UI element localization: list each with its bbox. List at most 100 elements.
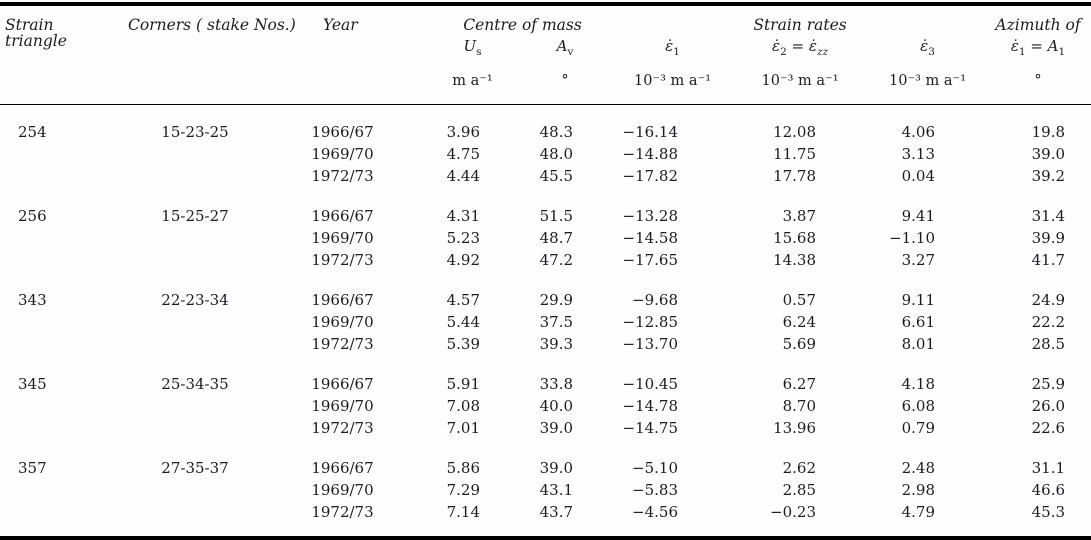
cell-year: 1966/67 xyxy=(311,123,374,141)
cell-e3: 0.79 xyxy=(901,419,936,437)
cell-e3: 8.01 xyxy=(901,335,936,353)
header-row-main: Strain triangle Corners ( stake Nos.) Ye… xyxy=(0,4,1091,48)
table-row: 1972/73 7.14 43.7 −4.56 −0.23 4.79 45.3 xyxy=(0,502,1091,538)
cell-av: 48.3 xyxy=(539,123,574,141)
cell-e3: 3.27 xyxy=(901,251,936,269)
unit-us: m a⁻¹ xyxy=(452,73,493,90)
header-symbol-e3: ε̇3 xyxy=(920,37,935,58)
cell-e1: −14.78 xyxy=(622,397,679,415)
cell-e3: −1.10 xyxy=(889,229,936,247)
cell-triangle xyxy=(0,480,120,502)
cell-e1: −14.75 xyxy=(622,419,679,437)
unit-e2: 10⁻³ m a⁻¹ xyxy=(761,73,839,90)
header-strain-triangle: Strain triangle xyxy=(5,16,67,50)
cell-triangle xyxy=(0,502,120,538)
cell-corners: 15-23-25 xyxy=(161,123,229,141)
cell-az: 41.7 xyxy=(1031,251,1066,269)
cell-az: 22.6 xyxy=(1031,419,1066,437)
cell-e1: −17.65 xyxy=(622,251,679,269)
cell-e3: 2.98 xyxy=(901,481,936,499)
cell-us: 4.57 xyxy=(446,291,480,309)
cell-e2: 2.62 xyxy=(782,459,817,477)
cell-us: 4.92 xyxy=(446,251,480,269)
table-row: 1969/70 7.29 43.1 −5.83 2.85 2.98 46.6 xyxy=(0,480,1091,502)
cell-e1: −13.70 xyxy=(622,335,679,353)
table-row: 1972/73 4.44 45.5 −17.82 17.78 0.04 39.2 xyxy=(0,166,1091,188)
cell-corners: 22-23-34 xyxy=(161,291,229,309)
header-corners: Corners ( stake Nos.) xyxy=(128,16,296,34)
cell-corners xyxy=(120,418,300,440)
cell-e2: 13.96 xyxy=(773,419,817,437)
cell-triangle xyxy=(0,250,120,272)
cell-corners: 15-25-27 xyxy=(161,207,229,225)
cell-av: 29.9 xyxy=(539,291,574,309)
table-body: 254 15-23-25 1966/67 3.96 48.3 −16.14 12.08 4.0… xyxy=(0,104,1091,538)
cell-az: 31.1 xyxy=(1031,459,1066,477)
cell-az: 39.9 xyxy=(1031,229,1066,247)
cell-triangle xyxy=(0,228,120,250)
table-row: 1969/70 5.44 37.5 −12.85 6.24 6.61 22.2 xyxy=(0,312,1091,334)
cell-triangle xyxy=(0,312,120,334)
cell-year: 1969/70 xyxy=(311,145,374,163)
cell-e3: 0.04 xyxy=(901,167,936,185)
cell-av: 47.2 xyxy=(539,251,574,269)
cell-year: 1966/67 xyxy=(311,459,374,477)
table-row: 1969/70 7.08 40.0 −14.78 8.70 6.08 26.0 xyxy=(0,396,1091,418)
cell-e2: 3.87 xyxy=(782,207,817,225)
cell-e3: 9.11 xyxy=(901,291,936,309)
cell-av: 33.8 xyxy=(539,375,574,393)
cell-e3: 4.18 xyxy=(901,375,936,393)
table-header: Strain triangle Corners ( stake Nos.) Ye… xyxy=(0,4,1091,104)
header-strain-rates: Strain rates xyxy=(753,16,847,34)
cell-az: 31.4 xyxy=(1031,207,1066,225)
table-row: 1969/70 5.23 48.7 −14.58 15.68 −1.10 39.9 xyxy=(0,228,1091,250)
cell-e1: −16.14 xyxy=(622,123,679,141)
cell-av: 39.0 xyxy=(539,419,574,437)
cell-corners xyxy=(120,396,300,418)
cell-us: 7.01 xyxy=(446,419,480,437)
cell-us: 7.08 xyxy=(446,397,480,415)
cell-e2: 6.27 xyxy=(782,375,817,393)
cell-az: 39.0 xyxy=(1031,145,1066,163)
cell-year: 1969/70 xyxy=(311,481,374,499)
cell-corners xyxy=(120,312,300,334)
cell-triangle: 254 xyxy=(18,123,47,141)
table-row: 1972/73 4.92 47.2 −17.65 14.38 3.27 41.7 xyxy=(0,250,1091,272)
cell-corners xyxy=(120,144,300,166)
cell-e2: 8.70 xyxy=(782,397,817,415)
cell-year: 1966/67 xyxy=(311,207,374,225)
unit-av: ° xyxy=(561,73,569,90)
table-row: 254 15-23-25 1966/67 3.96 48.3 −16.14 12.08 4.0… xyxy=(0,104,1091,144)
cell-us: 5.23 xyxy=(446,229,480,247)
cell-e1: −13.28 xyxy=(622,207,679,225)
cell-az: 25.9 xyxy=(1031,375,1066,393)
cell-av: 40.0 xyxy=(539,397,574,415)
cell-year: 1969/70 xyxy=(311,229,374,247)
table-row: 1972/73 7.01 39.0 −14.75 13.96 0.79 22.6 xyxy=(0,418,1091,440)
cell-e1: −9.68 xyxy=(632,291,679,309)
cell-triangle: 345 xyxy=(18,375,47,393)
cell-us: 3.96 xyxy=(446,123,480,141)
unit-e3: 10⁻³ m a⁻¹ xyxy=(889,73,967,90)
cell-triangle xyxy=(0,166,120,188)
cell-e2: −0.23 xyxy=(770,503,817,521)
cell-us: 5.39 xyxy=(446,335,480,353)
cell-triangle xyxy=(0,334,120,356)
table-row: 1969/70 4.75 48.0 −14.88 11.75 3.13 39.0 xyxy=(0,144,1091,166)
cell-av: 39.0 xyxy=(539,459,574,477)
cell-e2: 15.68 xyxy=(773,229,817,247)
cell-year: 1972/73 xyxy=(311,419,374,437)
header-azimuth: Azimuth of xyxy=(995,16,1081,34)
cell-av: 37.5 xyxy=(539,313,574,331)
cell-e3: 6.08 xyxy=(901,397,936,415)
cell-e1: −17.82 xyxy=(622,167,679,185)
cell-year: 1966/67 xyxy=(311,291,374,309)
cell-e1: −5.83 xyxy=(632,481,679,499)
cell-corners xyxy=(120,228,300,250)
cell-e3: 4.79 xyxy=(901,503,936,521)
unit-az: ° xyxy=(1034,73,1042,90)
cell-e2: 17.78 xyxy=(773,167,817,185)
table-row: 343 22-23-34 1966/67 4.57 29.9 −9.68 0.57 9.11 2… xyxy=(0,272,1091,312)
table-row: 256 15-25-27 1966/67 4.31 51.5 −13.28 3.87 9.41… xyxy=(0,188,1091,228)
